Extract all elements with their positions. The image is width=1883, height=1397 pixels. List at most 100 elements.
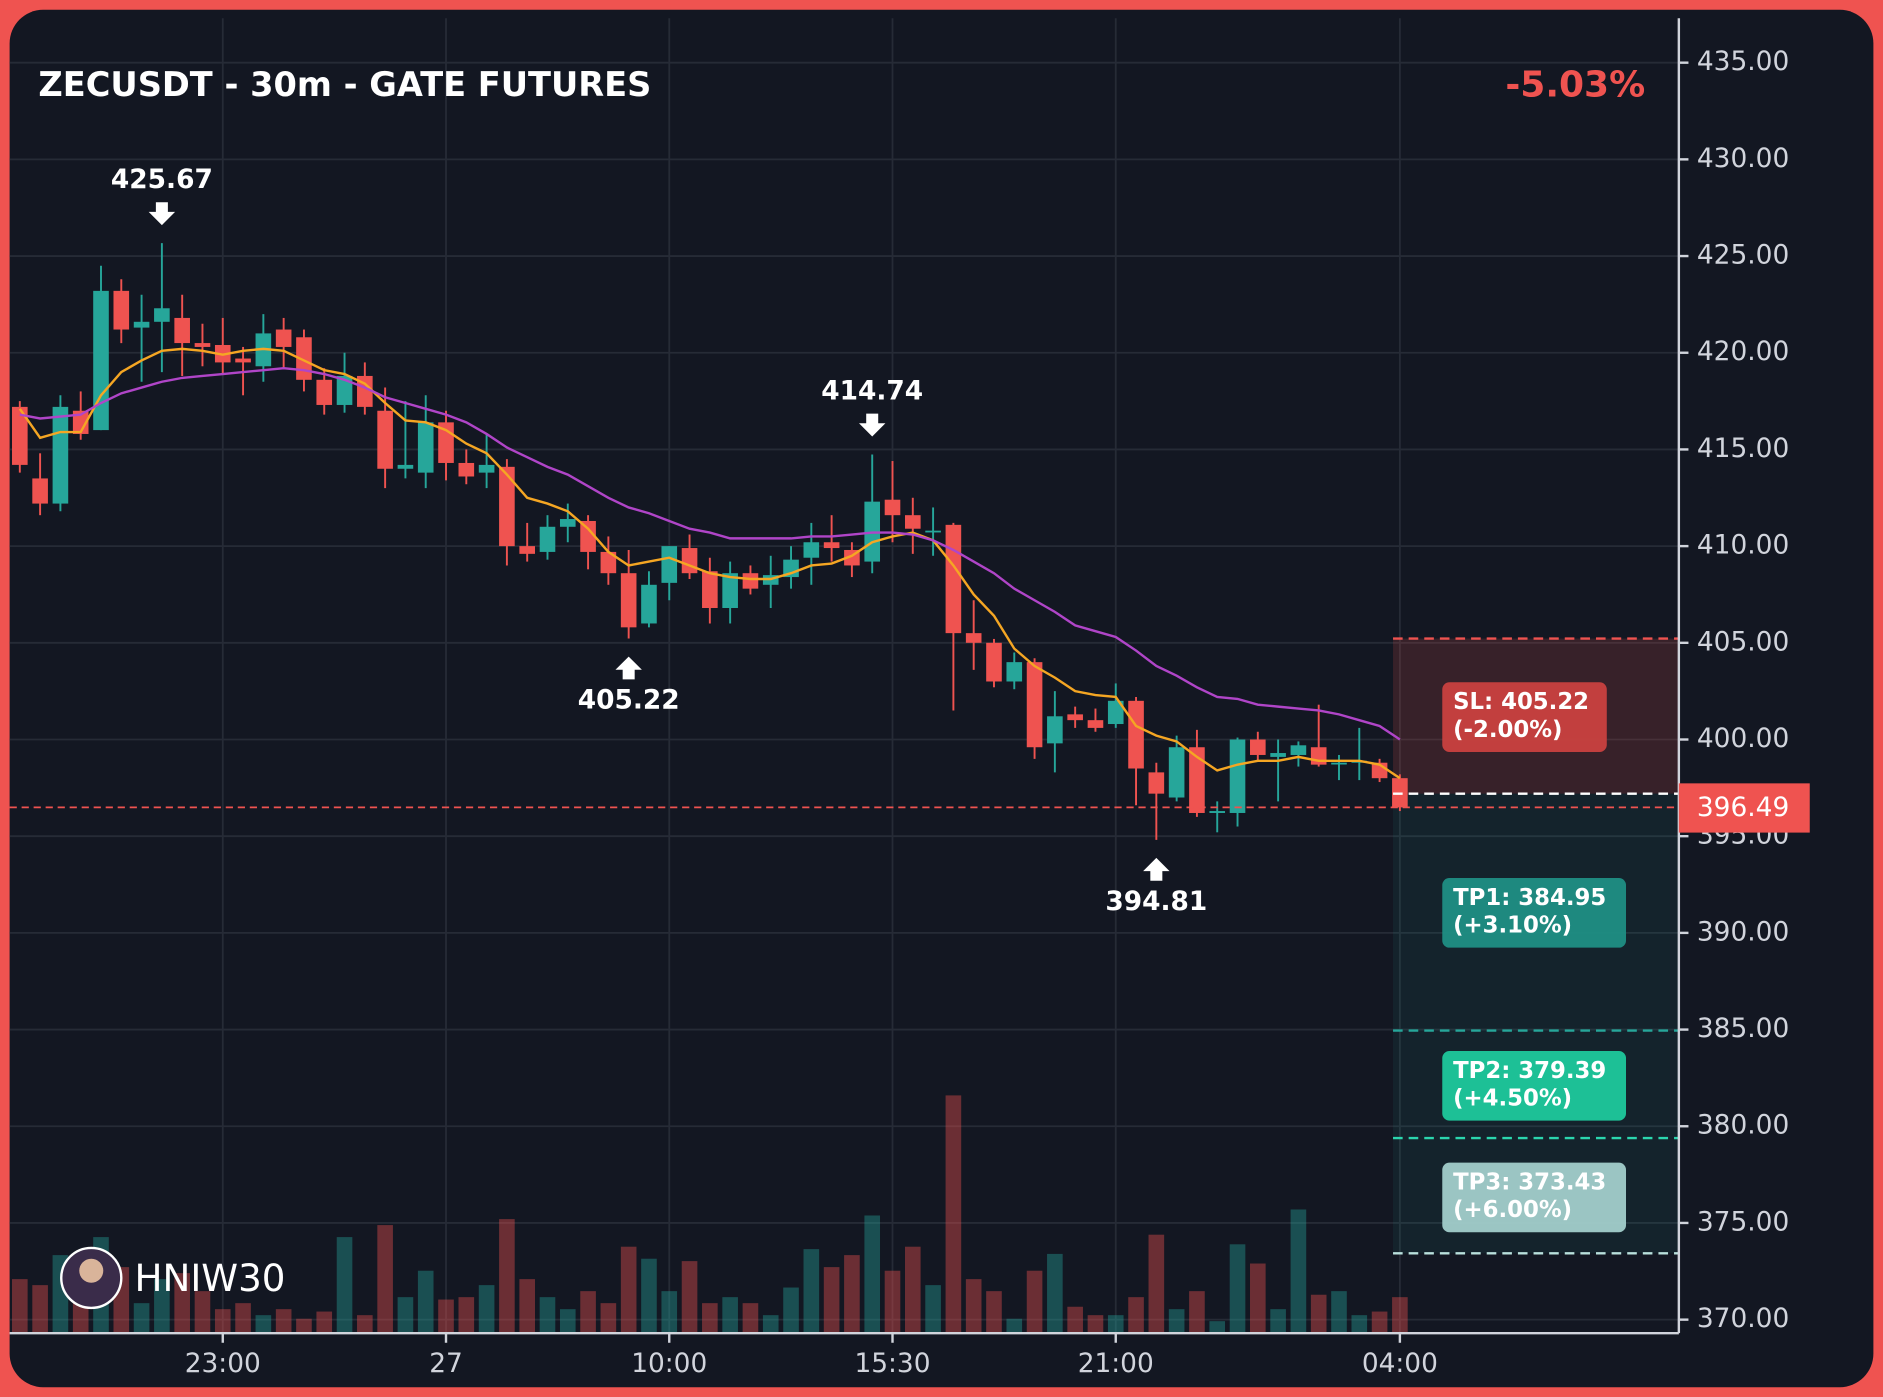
- volume-bar: [1290, 1209, 1307, 1334]
- price-tag-label: 396.49: [1697, 792, 1789, 823]
- arrow: [1143, 857, 1170, 881]
- candle-body: [1290, 745, 1307, 755]
- volume-bar: [864, 1215, 881, 1334]
- level-box: [1442, 878, 1627, 948]
- volume-bar: [1107, 1315, 1124, 1334]
- level-box: [1442, 682, 1607, 752]
- candle-body: [1209, 811, 1226, 813]
- candle-body: [1331, 762, 1347, 765]
- y-tick-label: 390.00: [1697, 916, 1789, 947]
- candle-body: [154, 308, 170, 322]
- candle-body: [559, 519, 576, 527]
- volume-bar: [641, 1258, 657, 1334]
- volume-bar: [1067, 1306, 1083, 1334]
- volume-bar: [823, 1267, 840, 1334]
- candle-body: [539, 526, 556, 552]
- background: [9, 9, 1874, 1388]
- candle-body: [417, 422, 434, 473]
- volume-bar: [1006, 1318, 1023, 1334]
- zones: [1393, 638, 1679, 1254]
- volume-bar: [1331, 1291, 1347, 1334]
- volume-bar: [904, 1246, 921, 1334]
- volume-bar: [499, 1219, 515, 1334]
- y-tick-label: 420.00: [1697, 336, 1789, 367]
- level-label: TP1: 384.95: [1453, 885, 1606, 911]
- candle-body: [93, 290, 109, 431]
- y-tick-label: 430.00: [1697, 143, 1789, 174]
- volume-bar: [884, 1270, 901, 1334]
- volume-bar: [1087, 1315, 1104, 1334]
- candle-body: [499, 466, 515, 547]
- volume-bar: [844, 1255, 860, 1334]
- price-change: -5.03%: [1505, 65, 1645, 106]
- candle-body: [823, 542, 840, 549]
- volume-bar: [580, 1291, 596, 1334]
- plot: [12, 243, 1408, 840]
- candle-body: [884, 499, 901, 516]
- volume-bar: [397, 1297, 414, 1334]
- y-tick-label: 375.00: [1697, 1206, 1789, 1237]
- candle-body: [1168, 747, 1185, 798]
- volume-bar: [702, 1303, 718, 1334]
- candle-body: [1107, 700, 1124, 725]
- candle-body: [742, 573, 759, 589]
- candle-body: [1148, 772, 1165, 794]
- volume-bar: [316, 1311, 333, 1334]
- volume-bar: [458, 1297, 475, 1334]
- level-change: (+6.00%): [1453, 1197, 1572, 1223]
- volume-bar: [478, 1285, 495, 1334]
- y-tick-label: 425.00: [1697, 240, 1789, 271]
- candle-body: [681, 548, 698, 574]
- arrow: [148, 202, 176, 226]
- candle-body: [1270, 753, 1286, 757]
- volume-bar: [803, 1249, 820, 1334]
- volume-bar: [661, 1291, 678, 1334]
- volume-bar: [296, 1318, 312, 1334]
- candle-body: [1047, 716, 1063, 744]
- candle-body: [12, 406, 28, 465]
- arrow: [858, 413, 886, 437]
- volume-bar: [1026, 1270, 1043, 1334]
- candle-body: [661, 546, 678, 583]
- volume-bar: [377, 1225, 393, 1334]
- candle-body: [397, 464, 414, 469]
- level-label: SL: 405.22: [1453, 689, 1589, 715]
- volume-bar: [154, 1279, 170, 1334]
- price-tag: [1678, 783, 1810, 833]
- extreme-label: 394.81: [1105, 886, 1207, 917]
- volume-bar: [925, 1285, 941, 1334]
- x-tick-label: 21:00: [1078, 1348, 1154, 1379]
- level-change: (+3.10%): [1453, 913, 1572, 939]
- extreme-label: 425.67: [111, 164, 213, 195]
- candle-body: [52, 406, 69, 504]
- candle-body: [620, 573, 637, 628]
- candle-body: [377, 410, 393, 469]
- y-tick-label: 370.00: [1697, 1303, 1789, 1334]
- candle-body: [194, 343, 211, 347]
- grid: [9, 18, 1679, 1334]
- volume-bar: [1250, 1263, 1266, 1334]
- extreme-label: 405.22: [578, 685, 680, 716]
- level-change: (+4.50%): [1453, 1085, 1572, 1111]
- extreme-label: 414.74: [821, 376, 923, 407]
- volume-bar: [539, 1297, 556, 1334]
- level-change: (-2.00%): [1453, 717, 1562, 743]
- volume-bar: [559, 1309, 576, 1334]
- volume-bar: [519, 1279, 535, 1334]
- candle-body: [458, 462, 475, 477]
- volume-bar: [762, 1315, 779, 1334]
- x-tick-label: 15:30: [854, 1348, 930, 1379]
- volume-bar: [986, 1291, 1002, 1334]
- moving-average: [19, 367, 1401, 741]
- volume-bar: [1270, 1309, 1286, 1334]
- y-tick-label: 435.00: [1697, 46, 1789, 77]
- candle-body: [316, 379, 333, 405]
- level-box: [1442, 1162, 1627, 1233]
- candle-body: [945, 524, 962, 634]
- volume-layer: [12, 1095, 1408, 1334]
- volume-bar: [417, 1270, 434, 1334]
- volume-bar: [357, 1315, 373, 1334]
- volume-bar: [1128, 1297, 1144, 1334]
- volume-bar: [681, 1261, 698, 1334]
